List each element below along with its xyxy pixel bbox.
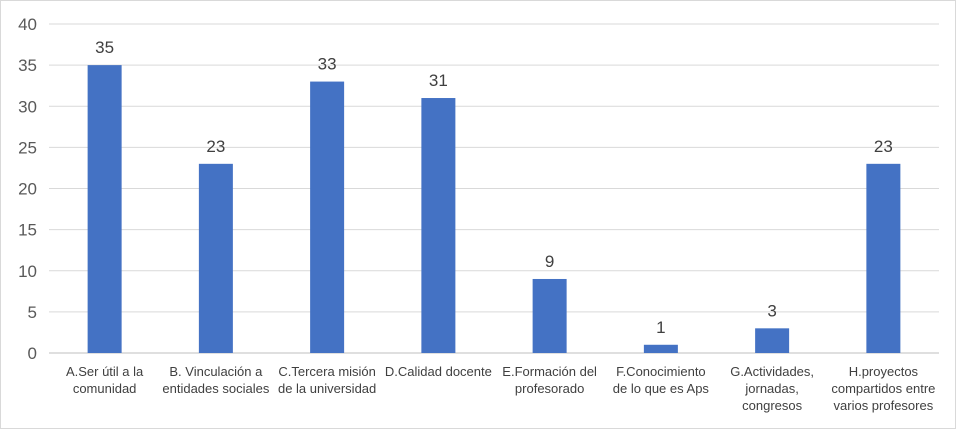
bar bbox=[310, 81, 345, 353]
category-label: E.Formación del profesorado bbox=[502, 364, 597, 396]
category-label-line: H.proyectos bbox=[849, 364, 919, 379]
data-label: 23 bbox=[874, 137, 893, 156]
gridlines bbox=[49, 23, 939, 354]
category-label-line: C.Tercera misión bbox=[278, 364, 376, 379]
y-tick-label: 5 bbox=[28, 303, 37, 322]
category-label: H.proyectos compartidos entre varios profe… bbox=[831, 364, 935, 413]
category-label-line: G.Actividades, bbox=[730, 364, 814, 379]
category-label-line: B. Vinculación a bbox=[169, 364, 263, 379]
data-label: 1 bbox=[656, 318, 665, 337]
bar bbox=[643, 344, 678, 353]
bar bbox=[421, 98, 456, 354]
category-label-line: profesorado bbox=[515, 381, 584, 396]
data-label: 31 bbox=[429, 71, 448, 90]
bar bbox=[87, 65, 122, 353]
data-label: 33 bbox=[318, 55, 337, 74]
category-label-line: E.Formación del bbox=[502, 364, 597, 379]
category-label-line: F.Conocimiento bbox=[616, 364, 706, 379]
category-label-line: de lo que es Aps bbox=[613, 381, 710, 396]
category-label-line: jornadas, bbox=[744, 381, 798, 396]
bar bbox=[755, 328, 790, 353]
category-label: B. Vinculación a entidades sociales bbox=[162, 364, 269, 396]
bars bbox=[87, 65, 901, 354]
y-tick-label: 25 bbox=[18, 138, 37, 157]
category-label: G.Actividades, jornadas, congresos bbox=[730, 364, 814, 413]
y-tick-label: 10 bbox=[18, 262, 37, 281]
category-label-line: de la universidad bbox=[278, 381, 376, 396]
category-label-line: entidades sociales bbox=[162, 381, 269, 396]
bar bbox=[532, 278, 567, 353]
category-label-line: varios profesores bbox=[834, 398, 934, 413]
data-label: 23 bbox=[206, 137, 225, 156]
y-tick-label: 35 bbox=[18, 56, 37, 75]
category-label-line: comunidad bbox=[73, 381, 137, 396]
y-tick-label: 20 bbox=[18, 180, 37, 199]
bar bbox=[198, 163, 233, 353]
data-label: 9 bbox=[545, 252, 554, 271]
y-tick-label: 30 bbox=[18, 97, 37, 116]
category-label-line: A.Ser útil a la bbox=[66, 364, 144, 379]
category-label: C.Tercera misión de la universidad bbox=[278, 364, 376, 396]
category-label-line: compartidos entre bbox=[831, 381, 935, 396]
y-axis-ticks: 0 5 10 15 20 25 30 35 40 bbox=[18, 15, 37, 363]
category-label-line: congresos bbox=[742, 398, 802, 413]
data-label: 35 bbox=[95, 38, 114, 57]
category-label-line: D.Calidad docente bbox=[385, 364, 492, 379]
category-label: F.Conocimiento de lo que es Aps bbox=[613, 364, 710, 396]
data-labels: 35 23 33 31 9 1 3 23 bbox=[95, 38, 893, 337]
category-labels: A.Ser útil a la comunidad B. Vinculación a… bbox=[66, 364, 935, 413]
category-label: D.Calidad docente bbox=[385, 364, 492, 379]
category-label: A.Ser útil a la comunidad bbox=[66, 364, 144, 396]
y-tick-label: 15 bbox=[18, 221, 37, 240]
y-tick-label: 40 bbox=[18, 15, 37, 34]
y-tick-label: 0 bbox=[28, 344, 37, 363]
bar bbox=[866, 163, 901, 353]
data-label: 3 bbox=[767, 301, 776, 320]
